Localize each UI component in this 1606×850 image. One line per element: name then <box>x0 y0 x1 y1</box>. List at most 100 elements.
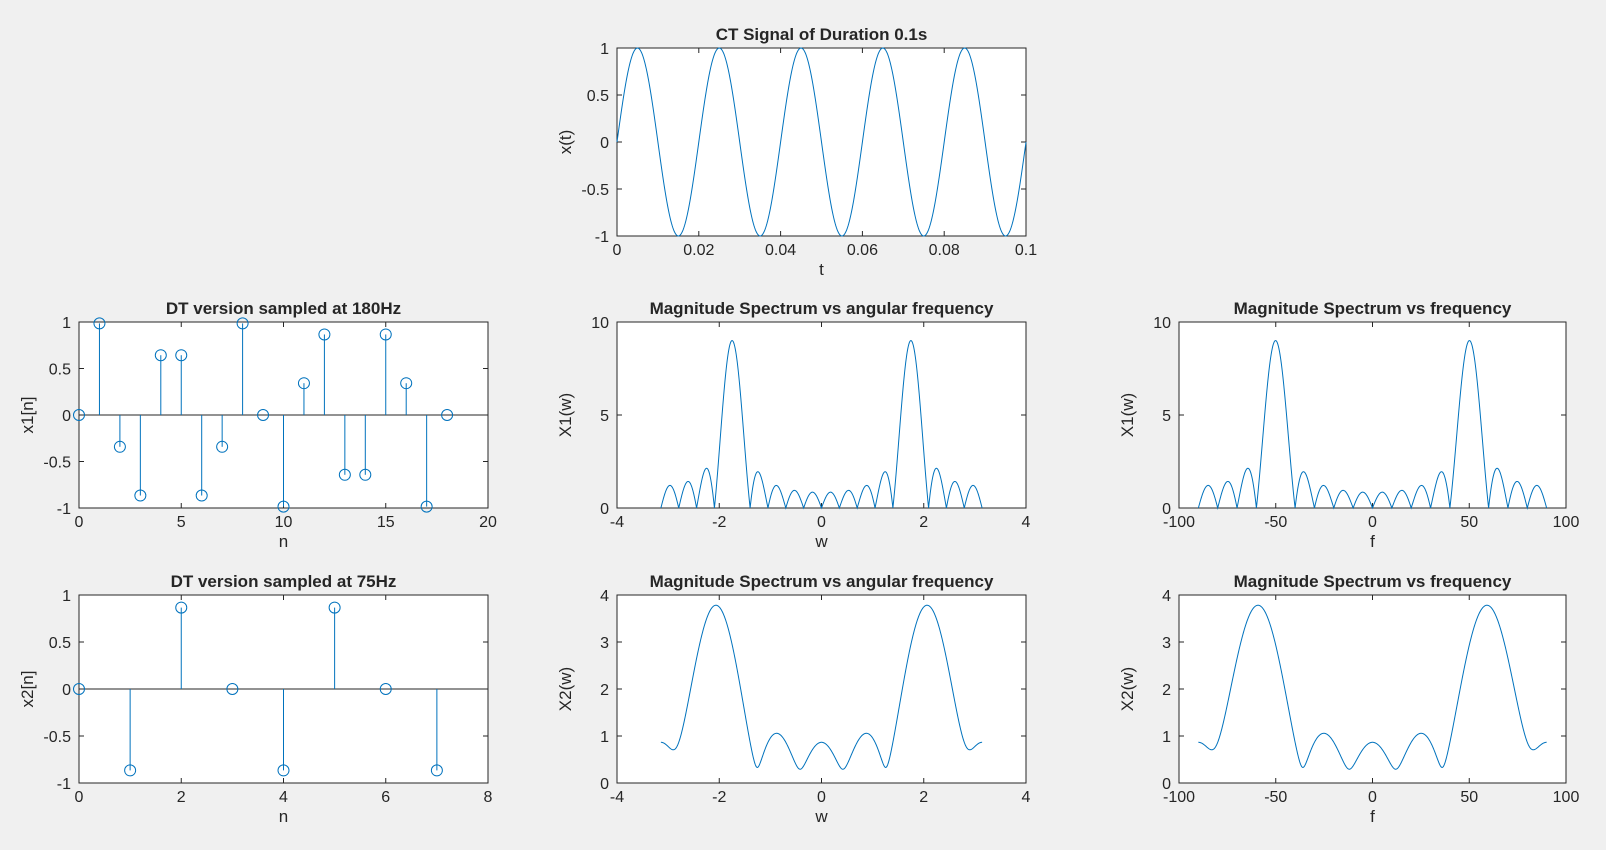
y-axis-label: X1(w) <box>1118 393 1137 437</box>
stem-marker <box>236 317 249 330</box>
stem-marker <box>175 349 188 362</box>
x-tick-label: 0.1 <box>1015 242 1037 259</box>
y-tick-label: -1 <box>57 501 71 518</box>
y-tick-label: 2 <box>1162 682 1171 699</box>
x-tick-label: 0.04 <box>765 242 796 259</box>
y-tick-label: 5 <box>600 408 609 425</box>
x-tick-label: 6 <box>381 789 390 806</box>
chart-mag2f: -100 -50 0 50 100 0 1 2 3 4 Magnitude Spectrum vs … <box>1118 572 1579 826</box>
stem-marker <box>216 440 229 453</box>
stem-marker <box>420 500 433 513</box>
chart-mag2w: -4 -2 0 2 4 0 1 2 3 4 Magnitude Spectrum vs angula… <box>556 572 1031 826</box>
chart-dt2: 0 2 4 6 8 -1 -0.5 0 0.5 1 DT version sampled at 75… <box>18 572 493 826</box>
y-axis-label: X2(w) <box>1118 667 1137 711</box>
x-tick-label: 50 <box>1460 789 1478 806</box>
x-tick-label: -50 <box>1264 514 1287 531</box>
x-tick-label: 0 <box>1368 514 1377 531</box>
chart-title: Magnitude Spectrum vs angular frequency <box>650 572 994 591</box>
y-tick-label: 3 <box>600 635 609 652</box>
y-axis-label: X1(w) <box>556 393 575 437</box>
x-tick-label: 50 <box>1460 514 1478 531</box>
x-axis-label: w <box>814 532 828 551</box>
x-axis-label: f <box>1370 807 1375 826</box>
x-tick-label: -2 <box>712 789 726 806</box>
stem-marker <box>154 349 167 362</box>
y-tick-label: 0 <box>1162 501 1171 518</box>
stem-marker <box>113 440 126 453</box>
chart-title: Magnitude Spectrum vs frequency <box>1234 299 1512 318</box>
stem-marker <box>359 468 372 481</box>
x-tick-label: -100 <box>1163 514 1195 531</box>
y-tick-label: -1 <box>57 776 71 793</box>
x-tick-label: 4 <box>1022 789 1031 806</box>
x-tick-label: 4 <box>1022 514 1031 531</box>
x-tick-label: 15 <box>377 514 395 531</box>
stem-marker <box>441 409 454 421</box>
stem-marker <box>93 317 106 330</box>
y-tick-label: 1 <box>600 41 609 58</box>
x-axis-label: n <box>279 807 288 826</box>
y-tick-label: -0.5 <box>43 729 71 746</box>
y-tick-label: 10 <box>591 315 609 332</box>
stem-marker <box>195 489 208 502</box>
x-tick-label: 0.02 <box>683 242 714 259</box>
plot-area <box>616 321 1027 509</box>
y-tick-label: 0.5 <box>49 635 71 652</box>
plot-area <box>616 594 1027 784</box>
x-tick-label: 10 <box>275 514 293 531</box>
x-tick-label: 100 <box>1553 514 1580 531</box>
y-tick-label: 0 <box>62 682 71 699</box>
x-axis-label: f <box>1370 532 1375 551</box>
x-tick-label: -50 <box>1264 789 1287 806</box>
x-tick-label: 0 <box>1368 789 1377 806</box>
y-tick-label: -1 <box>595 229 609 246</box>
plot-area <box>1178 321 1567 509</box>
y-tick-label: 0.5 <box>587 88 609 105</box>
y-tick-label: 2 <box>600 682 609 699</box>
plot-area <box>1178 594 1567 784</box>
y-tick-label: 1 <box>62 588 71 605</box>
y-tick-label: -0.5 <box>43 455 71 472</box>
series-line <box>1197 340 1548 510</box>
y-tick-label: 0.5 <box>49 362 71 379</box>
y-tick-label: 1 <box>1162 729 1171 746</box>
stem-marker <box>430 764 443 777</box>
chart-mag1f: -100 -50 0 50 100 0 5 10 Magnitude Spectrum vs f… <box>1118 299 1579 551</box>
y-tick-label: -0.5 <box>581 182 609 199</box>
stem-marker <box>277 500 290 513</box>
chart-title: Magnitude Spectrum vs angular frequency <box>650 299 994 318</box>
chart-title: DT version sampled at 180Hz <box>166 299 401 318</box>
chart-title: DT version sampled at 75Hz <box>171 572 397 591</box>
stem-marker <box>297 377 310 390</box>
stem-marker <box>318 328 331 341</box>
y-tick-label: 1 <box>600 729 609 746</box>
y-tick-label: 5 <box>1162 408 1171 425</box>
chart-mag1w: -4 -2 0 2 4 0 5 10 Magnitude Spectrum vs angular… <box>556 299 1031 551</box>
x-axis-label: n <box>279 532 288 551</box>
stem-marker <box>257 409 270 421</box>
stem-marker <box>379 328 392 341</box>
y-tick-label: 1 <box>62 315 71 332</box>
x-tick-label: 0 <box>817 514 826 531</box>
stem-marker <box>338 468 351 481</box>
y-tick-label: 0 <box>62 408 71 425</box>
chart-ct: 0 0.02 0.04 0.06 0.08 0.1 -1 -0.5 0 0.5 1 CT Signal… <box>556 25 1037 279</box>
x-tick-label: 2 <box>919 789 928 806</box>
x-tick-label: 5 <box>177 514 186 531</box>
x-tick-label: 0 <box>75 789 84 806</box>
y-tick-label: 3 <box>1162 635 1171 652</box>
y-tick-label: 0 <box>1162 776 1171 793</box>
y-tick-label: 4 <box>600 588 609 605</box>
stem-marker <box>328 601 341 614</box>
y-axis-label: x2[n] <box>18 671 37 708</box>
y-tick-label: 0 <box>600 776 609 793</box>
stem-marker <box>73 683 85 695</box>
y-tick-label: 10 <box>1153 315 1171 332</box>
y-axis-label: X2(w) <box>556 667 575 711</box>
chart-title: Magnitude Spectrum vs frequency <box>1234 572 1512 591</box>
x-tick-label: 0 <box>613 242 622 259</box>
stem-marker <box>124 764 137 777</box>
stem-marker <box>134 489 147 502</box>
